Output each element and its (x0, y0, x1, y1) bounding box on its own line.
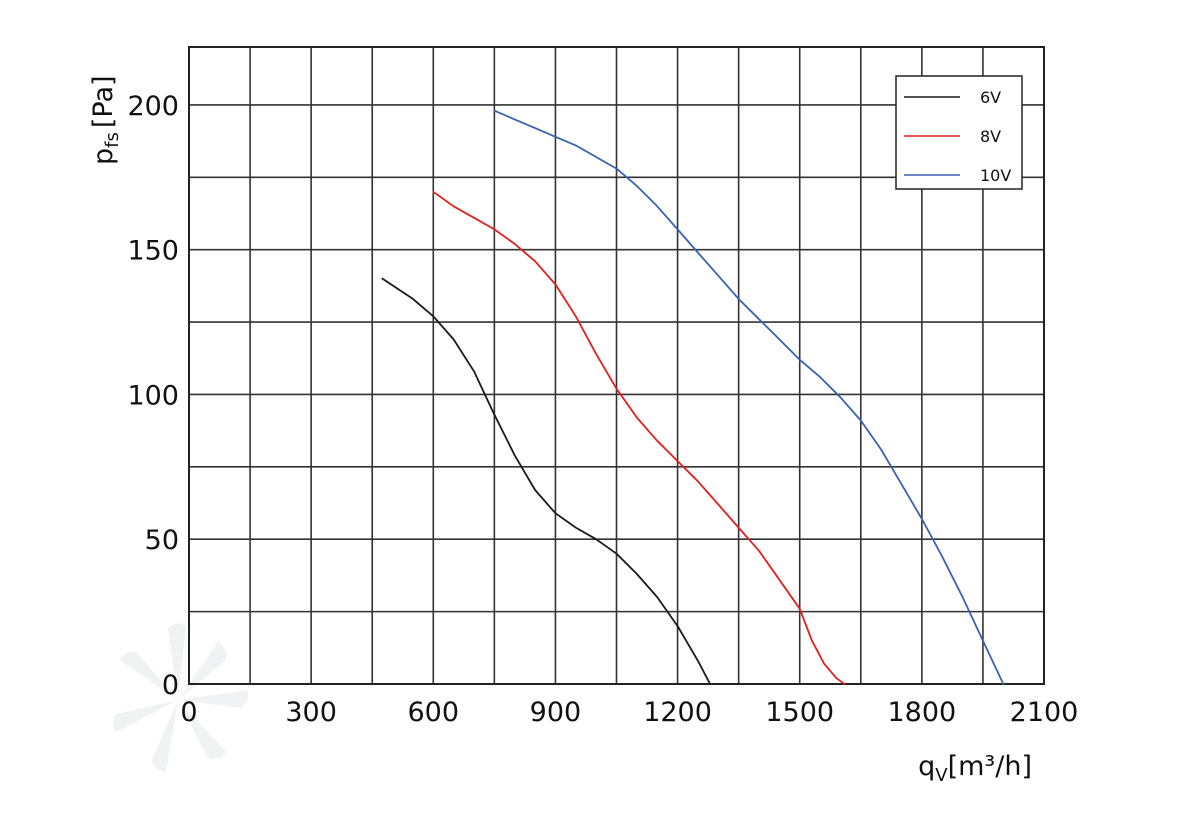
y-tick-label: 50 (145, 525, 179, 556)
series-line-6v (381, 277, 711, 685)
y-tick-label: 0 (162, 670, 179, 701)
x-tick-label: 1800 (887, 697, 956, 728)
y-tick-label: 200 (127, 91, 179, 122)
x-tick-label: 0 (180, 697, 197, 728)
series-line-8v (432, 190, 846, 685)
y-axis-label-unit: [Pa] (88, 75, 119, 128)
x-tick-label: 2100 (1010, 697, 1079, 728)
legend-label-10v: 10V (980, 166, 1011, 185)
x-tick-labels: 0 300 600 900 1200 1500 1800 2100 (180, 697, 1078, 728)
legend-label-8v: 8V (980, 127, 1001, 146)
x-axis-label: qV[m³/h] (918, 751, 1032, 786)
legend-box (895, 75, 1023, 190)
y-axis-label-sub: fs (102, 132, 123, 148)
x-axis-label-sub: V (935, 765, 948, 786)
x-tick-label: 900 (530, 697, 582, 728)
y-axis-label: pfs [Pa] (88, 75, 123, 165)
y-tick-label: 150 (127, 236, 179, 267)
y-tick-labels: 0 50 100 150 200 (127, 91, 179, 701)
x-tick-label: 1500 (765, 697, 834, 728)
series-layer (381, 109, 1005, 685)
y-axis-label-main: p (88, 148, 119, 165)
series-line-10v (493, 109, 1005, 685)
legend: 6V 8V 10V (895, 75, 1023, 190)
x-axis-label-main: q (918, 751, 935, 782)
watermark-logo (113, 623, 249, 772)
x-axis-label-unit: [m³/h] (948, 751, 1032, 782)
x-tick-label: 1200 (643, 697, 712, 728)
legend-label-6v: 6V (980, 88, 1001, 107)
x-tick-label: 300 (285, 697, 337, 728)
plot-frame (188, 46, 1045, 685)
x-tick-label: 600 (408, 697, 460, 728)
y-tick-label: 100 (127, 380, 179, 411)
